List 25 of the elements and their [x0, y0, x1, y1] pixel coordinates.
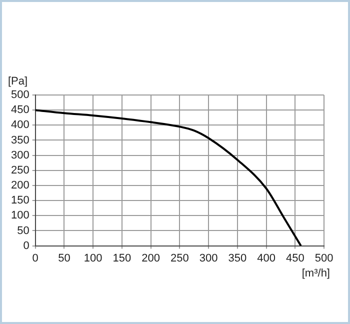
x-tick-label: 100 — [84, 252, 102, 264]
y-tick-label: 0 — [23, 240, 30, 252]
y-tick-label: 250 — [10, 164, 30, 176]
y-tick-label: 350 — [10, 134, 30, 146]
line-series — [35, 109, 302, 246]
x-tick-label: 450 — [286, 252, 304, 264]
y-tick-label: 50 — [17, 224, 30, 237]
y-tick-label: 100 — [10, 210, 30, 222]
x-tick-label: 400 — [257, 252, 276, 264]
x-tick-label: 500 — [314, 252, 334, 264]
y-tick-label: 450 — [10, 104, 30, 116]
y-tick-label: 300 — [10, 149, 30, 162]
y-tick-label: 500 — [10, 89, 30, 102]
x-tick-label: 250 — [170, 252, 189, 264]
x-tick-label: 150 — [112, 252, 132, 264]
y-axis-title: [Pa] — [8, 76, 28, 88]
x-tick-label: 50 — [58, 252, 70, 264]
x-axis-title: [m³/h] — [302, 267, 330, 280]
y-tick-label: 200 — [10, 180, 30, 192]
x-tick-label: 300 — [199, 252, 218, 264]
y-tick-label: 150 — [10, 194, 30, 207]
x-tick-label: 0 — [32, 252, 38, 264]
y-tick-label: 400 — [10, 119, 30, 132]
x-tick-label: 350 — [228, 252, 247, 264]
x-tick-label: 200 — [142, 252, 160, 264]
